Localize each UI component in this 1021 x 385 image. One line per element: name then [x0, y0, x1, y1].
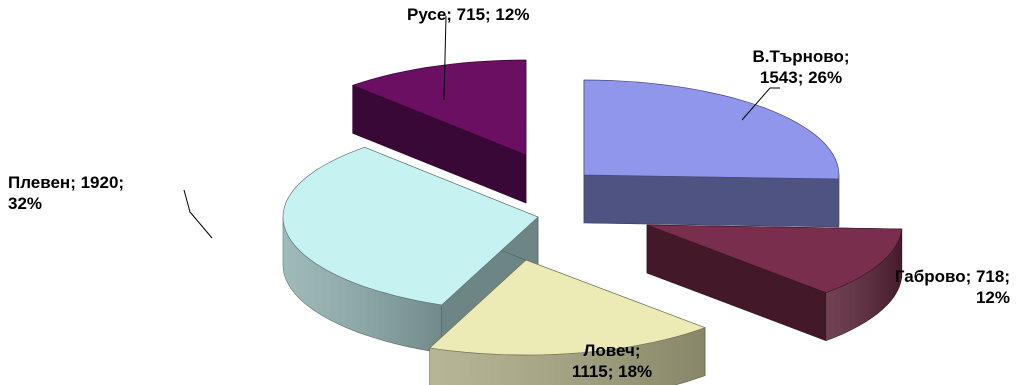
leader-vtarnovo: [741, 87, 780, 121]
slice-gabrovo: [646, 224, 903, 342]
slice-label-gabrovo: Габрово; 718; 12%: [894, 267, 1010, 307]
slice-label-vtarnovo: В.Търново; 1543; 26%: [752, 47, 850, 87]
leader-pleven: [183, 189, 213, 239]
slice-label-ruse: Русе; 715; 12%: [407, 5, 530, 24]
slice-label-lovech: Ловеч; 1115; 18%: [571, 341, 653, 381]
slice-lovech: [428, 259, 707, 385]
slice-vtarnovo: [583, 79, 840, 228]
slice-label-pleven: Плевен; 1920; 32%: [8, 173, 125, 213]
slice-ruse: [351, 59, 527, 204]
leader-ruse: [443, 15, 447, 101]
